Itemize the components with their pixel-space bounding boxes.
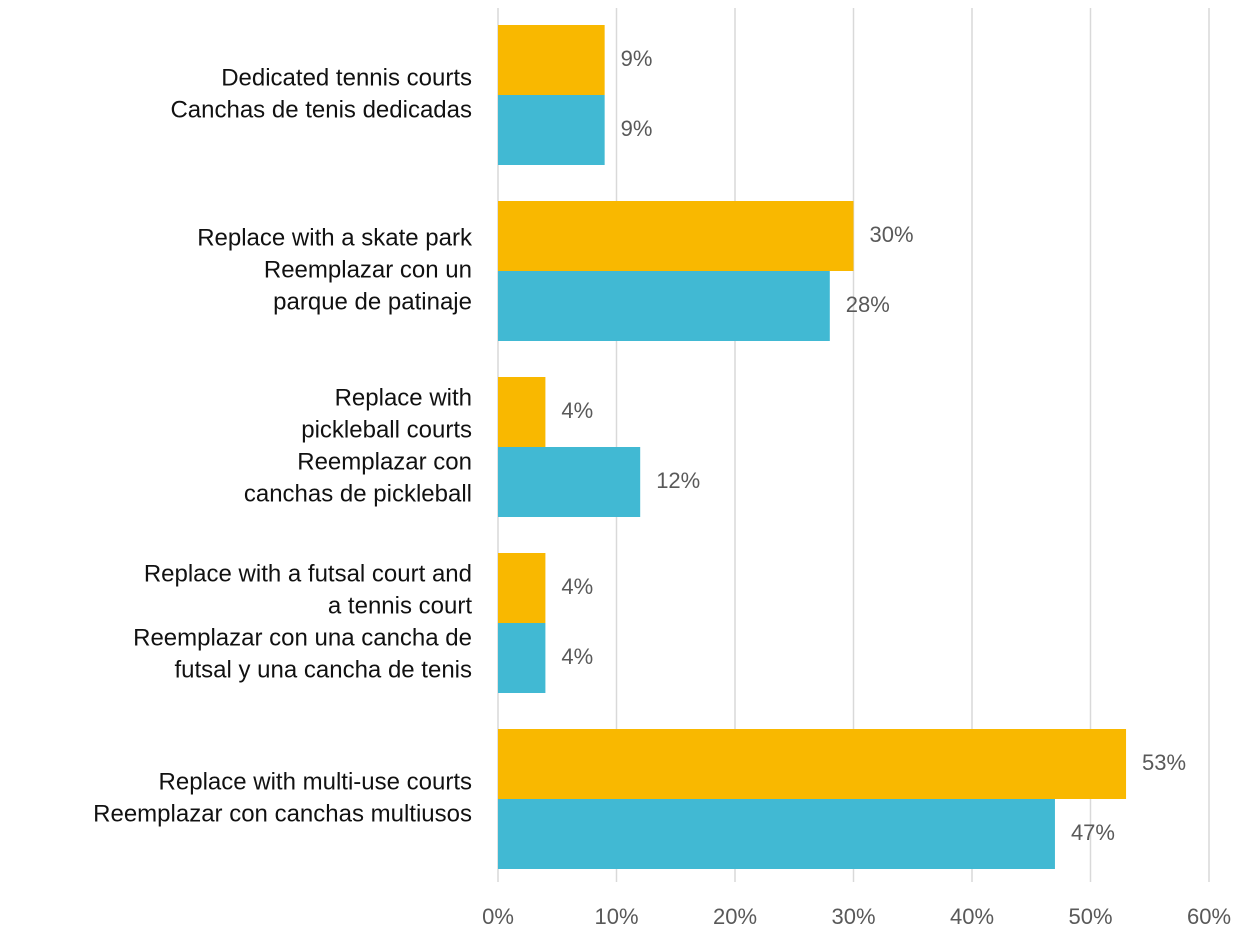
bar — [498, 729, 1127, 799]
x-tick-label: 50% — [1068, 904, 1112, 929]
category-label: Replace with — [335, 384, 472, 411]
bar — [498, 377, 546, 447]
category-label: Reemplazar con — [297, 448, 472, 475]
x-tick-label: 30% — [831, 904, 875, 929]
value-label: 47% — [1071, 820, 1115, 845]
value-label: 4% — [561, 574, 593, 599]
value-label: 28% — [846, 292, 890, 317]
bar — [498, 623, 546, 693]
category-label: Replace with multi-use courts — [159, 768, 472, 795]
value-label: 53% — [1142, 750, 1186, 775]
value-label: 12% — [656, 468, 700, 493]
bar — [498, 799, 1055, 869]
x-tick-label: 60% — [1187, 904, 1231, 929]
category-label: Dedicated tennis courts — [221, 64, 472, 91]
x-tick-label: 20% — [713, 904, 757, 929]
bar — [498, 201, 854, 271]
category-label: a tennis court — [328, 592, 472, 619]
category-label: Reemplazar con un — [264, 256, 472, 283]
value-label: 4% — [561, 644, 593, 669]
category-label: pickleball courts — [301, 416, 472, 443]
bar — [498, 95, 605, 165]
category-label: Replace with a futsal court and — [144, 560, 472, 587]
value-label: 9% — [621, 116, 653, 141]
bar — [498, 553, 546, 623]
category-label: Replace with a skate park — [197, 224, 473, 251]
category-label: futsal y una cancha de tenis — [174, 656, 472, 683]
category-label: canchas de pickleball — [244, 480, 472, 507]
x-tick-label: 0% — [482, 904, 514, 929]
category-label: Reemplazar con una cancha de — [133, 624, 472, 651]
category-label: Canchas de tenis dedicadas — [170, 96, 472, 123]
x-tick-label: 40% — [950, 904, 994, 929]
x-tick-label: 10% — [594, 904, 638, 929]
bar — [498, 271, 830, 341]
bar — [498, 447, 641, 517]
category-label: parque de patinaje — [273, 288, 472, 315]
bar — [498, 25, 605, 95]
value-label: 4% — [561, 398, 593, 423]
value-label: 30% — [870, 222, 914, 247]
category-label: Reemplazar con canchas multiusos — [93, 800, 472, 827]
value-label: 9% — [621, 46, 653, 71]
